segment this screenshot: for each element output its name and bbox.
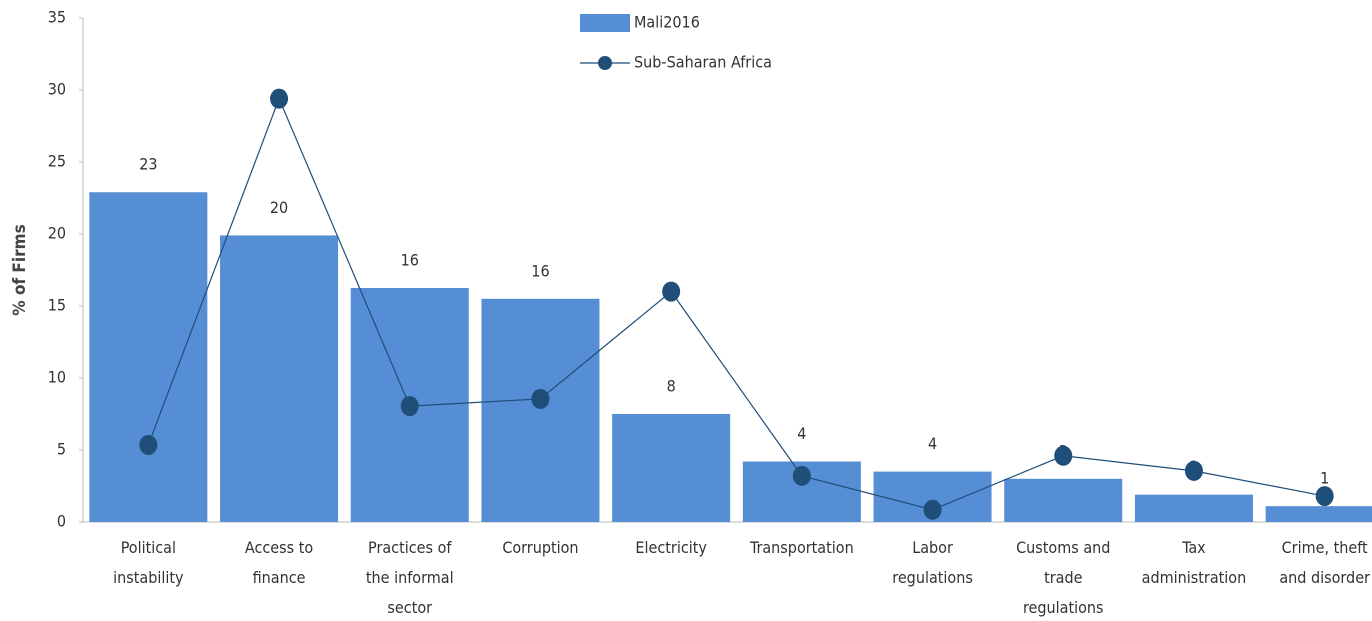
marker xyxy=(923,499,942,520)
x-tick-label: Corruption xyxy=(502,538,578,557)
x-tick-label: Labor regulations xyxy=(892,538,973,587)
value-label: 16 xyxy=(401,251,419,270)
marker xyxy=(139,434,158,455)
y-tick-label: 30 xyxy=(48,80,66,99)
y-tick-label: 10 xyxy=(48,368,66,387)
bar xyxy=(1265,506,1372,522)
marker xyxy=(1054,445,1073,466)
bar xyxy=(612,414,731,522)
bar xyxy=(220,235,339,522)
value-label: 4 xyxy=(928,434,937,453)
marker xyxy=(400,396,419,417)
y-tick-label: 25 xyxy=(48,152,66,171)
x-tick-label: Practices of the informal sector xyxy=(366,538,454,617)
y-tick-label: 15 xyxy=(48,296,66,315)
value-label: 4 xyxy=(797,424,806,443)
marker xyxy=(662,281,681,302)
marker xyxy=(1315,486,1334,507)
marker xyxy=(1184,460,1203,481)
bar xyxy=(481,298,600,522)
legend-label: Sub-Saharan Africa xyxy=(634,53,772,72)
x-tick-label: Tax administration xyxy=(1142,538,1247,587)
bar xyxy=(89,192,208,523)
legend-label: Mali2016 xyxy=(634,13,700,32)
bar xyxy=(1004,478,1123,522)
y-tick-label: 35 xyxy=(48,8,66,27)
x-tick-label: Electricity xyxy=(635,538,707,557)
y-tick-label: 5 xyxy=(57,440,66,459)
x-tick-label: Access to finance xyxy=(245,538,313,587)
bar xyxy=(1134,494,1253,522)
x-tick-label: Political instability xyxy=(113,538,184,587)
x-tick-label: Crime, theft and disorder xyxy=(1279,538,1370,587)
marker xyxy=(531,388,550,409)
x-tick-label: Customs and trade regulations xyxy=(1016,538,1110,617)
value-label: 20 xyxy=(270,198,288,217)
legend-marker xyxy=(598,56,612,70)
marker xyxy=(792,465,811,486)
value-label: 1 xyxy=(1320,469,1329,488)
x-tick-label: Transportation xyxy=(749,538,854,557)
legend-swatch xyxy=(580,14,630,32)
value-label: 16 xyxy=(531,261,549,280)
y-tick-label: 20 xyxy=(48,224,66,243)
value-label: 8 xyxy=(667,377,676,396)
value-label: 23 xyxy=(139,155,157,174)
marker xyxy=(270,88,289,109)
y-axis-title: % of Firms xyxy=(10,224,30,315)
line xyxy=(147,97,1325,511)
y-tick-label: 0 xyxy=(57,512,66,531)
